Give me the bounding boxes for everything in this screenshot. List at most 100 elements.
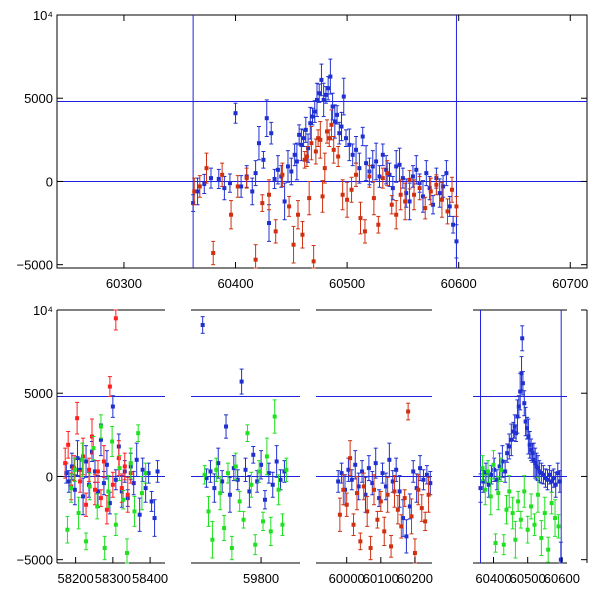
data-point bbox=[216, 461, 221, 466]
data-point bbox=[412, 551, 417, 556]
data-point bbox=[261, 519, 266, 524]
data-point bbox=[553, 482, 558, 487]
data-point bbox=[84, 539, 89, 544]
data-point bbox=[387, 172, 392, 177]
data-point bbox=[297, 132, 302, 137]
data-point bbox=[308, 121, 313, 126]
data-point bbox=[335, 112, 340, 117]
data-point bbox=[392, 489, 397, 494]
data-point bbox=[454, 239, 459, 244]
data-point bbox=[345, 197, 350, 202]
data-point bbox=[92, 469, 97, 474]
data-point bbox=[143, 486, 148, 491]
x-tick-label: 58300 bbox=[95, 571, 131, 586]
data-point bbox=[139, 491, 144, 496]
data-point bbox=[428, 189, 433, 194]
data-point bbox=[547, 472, 552, 477]
data-point bbox=[394, 164, 399, 169]
data-point bbox=[555, 471, 560, 476]
data-point bbox=[535, 466, 540, 471]
data-point bbox=[146, 471, 151, 476]
data-point bbox=[276, 487, 281, 492]
data-point bbox=[397, 489, 402, 494]
data-point bbox=[241, 517, 246, 522]
data-point bbox=[131, 481, 136, 486]
data-point bbox=[362, 229, 367, 234]
data-point bbox=[380, 152, 385, 157]
data-point bbox=[340, 192, 345, 197]
data-point bbox=[80, 457, 85, 462]
data-point bbox=[535, 492, 540, 497]
data-point bbox=[527, 442, 532, 447]
data-point bbox=[380, 176, 385, 181]
data-point bbox=[212, 486, 217, 491]
data-point bbox=[208, 176, 213, 181]
data-point bbox=[65, 527, 70, 532]
data-point bbox=[245, 431, 250, 436]
data-point bbox=[556, 524, 561, 529]
data-point bbox=[365, 509, 370, 514]
data-point bbox=[227, 492, 232, 497]
data-point bbox=[107, 384, 112, 389]
data-point bbox=[358, 216, 363, 221]
data-point bbox=[260, 201, 265, 206]
data-point bbox=[316, 136, 321, 141]
data-point bbox=[341, 487, 346, 492]
data-point bbox=[351, 522, 356, 527]
data-point bbox=[253, 257, 258, 262]
data-point bbox=[229, 546, 234, 551]
data-point bbox=[424, 472, 429, 477]
data-point bbox=[483, 471, 488, 476]
y-tick-label: 5000 bbox=[24, 386, 53, 401]
data-point bbox=[256, 141, 261, 146]
data-point bbox=[553, 516, 558, 521]
data-point bbox=[268, 529, 273, 534]
data-point bbox=[101, 459, 106, 464]
data-point bbox=[382, 529, 387, 534]
data-point bbox=[313, 149, 318, 154]
data-point bbox=[113, 316, 118, 321]
data-point bbox=[300, 232, 305, 237]
data-point bbox=[496, 491, 501, 496]
data-point bbox=[428, 481, 433, 486]
data-point bbox=[361, 484, 366, 489]
data-point bbox=[262, 497, 267, 502]
data-point bbox=[69, 486, 74, 491]
data-point bbox=[317, 91, 322, 96]
data-point bbox=[416, 487, 421, 492]
data-point bbox=[525, 527, 530, 532]
data-point bbox=[492, 467, 497, 472]
panel-2: 59800 bbox=[191, 309, 300, 586]
data-point bbox=[454, 204, 459, 209]
y-tick-label: 10⁴ bbox=[33, 303, 53, 318]
data-point bbox=[81, 454, 86, 459]
data-point bbox=[387, 457, 392, 462]
data-point bbox=[539, 471, 544, 476]
data-point bbox=[304, 154, 309, 159]
data-point bbox=[155, 469, 160, 474]
data-point bbox=[66, 479, 71, 484]
data-point bbox=[483, 487, 488, 492]
data-point bbox=[350, 152, 355, 157]
data-point bbox=[91, 446, 96, 451]
data-point bbox=[78, 467, 83, 472]
data-point bbox=[278, 477, 283, 482]
data-point bbox=[354, 147, 359, 152]
data-point bbox=[98, 424, 103, 429]
data-point bbox=[519, 371, 524, 376]
data-point bbox=[525, 426, 530, 431]
data-point bbox=[394, 467, 399, 472]
data-point bbox=[426, 492, 431, 497]
data-point bbox=[310, 114, 315, 119]
data-point bbox=[274, 459, 279, 464]
x-tick-label: 58400 bbox=[132, 571, 168, 586]
data-point bbox=[210, 537, 215, 542]
data-point bbox=[104, 462, 109, 467]
data-point bbox=[302, 157, 307, 162]
data-point bbox=[92, 487, 97, 492]
data-point bbox=[397, 162, 402, 167]
data-point bbox=[116, 456, 121, 461]
data-point bbox=[512, 424, 517, 429]
data-point bbox=[384, 167, 389, 172]
